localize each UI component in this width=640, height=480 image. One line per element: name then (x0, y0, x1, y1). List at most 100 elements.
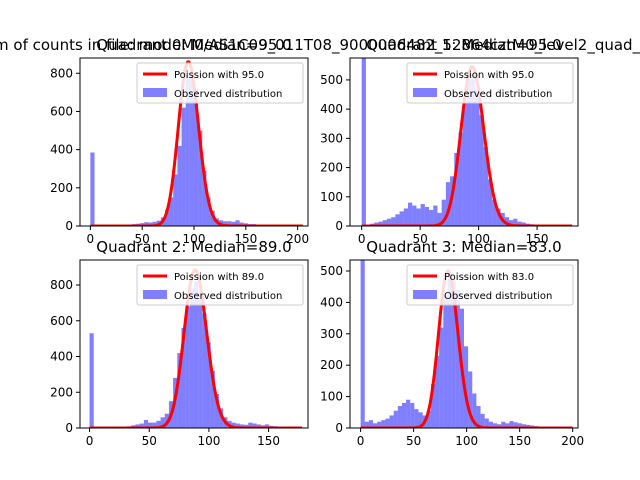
quadrant-2-hist-bar-34 (231, 422, 236, 428)
quadrant-2-hist-bar-16 (156, 420, 161, 428)
quadrant-1-hist-bar-22 (454, 152, 459, 226)
quadrant-0-hist-bar-26 (198, 130, 203, 226)
quadrant-1-hist-bar-29 (483, 147, 488, 226)
quadrant-1-hist-bar-36 (513, 218, 518, 226)
quadrant-3-ytick-label-4: 400 (320, 295, 343, 309)
quadrant-2-title: Quadrant 2: Median=89.0 (96, 238, 291, 256)
quadrant-1-ytick-label-0: 0 (335, 219, 343, 233)
quadrant-0-ytick-label-3: 600 (50, 104, 73, 118)
quadrant-3-hist-bar-35 (505, 423, 510, 428)
quadrant-0-hist-bar-33 (227, 221, 232, 226)
quadrant-1-hist-bar-10 (403, 208, 408, 226)
quadrant-1-hist-bar-15 (424, 207, 430, 226)
quadrant-0-hist-bar-19 (169, 197, 174, 226)
quadrant-2-hist-bar-38 (248, 422, 253, 428)
quadrant-3-hist-bar-5 (381, 420, 386, 428)
quadrant-3-hist-bar-14 (418, 412, 423, 428)
quadrant-2-hist-bar-11 (135, 424, 140, 428)
quadrant-2-hist-bar-37 (244, 424, 249, 428)
quadrant-3-xtick-label-3: 150 (508, 434, 531, 448)
quadrant-1-hist-bar-37 (517, 221, 522, 226)
quadrant-1-hist-bar-0 (361, 58, 366, 226)
quadrant-0-hist-bar-36 (239, 222, 244, 226)
quadrant-1-hist-bar-26 (471, 74, 476, 226)
quadrant-1-hist-bar-30 (487, 179, 493, 226)
quadrant-0-legend-fit-label: Poission with 95.0 (174, 70, 264, 81)
quadrant-2-legend-fit-label: Poission with 89.0 (174, 272, 264, 283)
quadrant-1-hist-bar-12 (412, 205, 417, 226)
quadrant-2-ytick-label-2: 400 (50, 350, 73, 364)
quadrant-0-chart: Quadrant 0: Median=95.0 0 50 100 150 200 0 200 4… (50, 36, 309, 246)
quadrant-0-legend-box (136, 62, 304, 104)
quadrant-1-hist-bar-9 (399, 211, 404, 226)
quadrant-0-title: Quadrant 0: Median=95.0 (96, 36, 291, 54)
quadrant-1-ytick-label-5: 500 (320, 73, 343, 87)
quadrant-3-hist-bar-27 (472, 393, 477, 428)
quadrant-3-hist-bar-38 (517, 423, 522, 428)
quadrant-1-hist-bar-13 (416, 208, 421, 226)
quadrant-2-ytick-label-4: 800 (50, 278, 73, 292)
quadrant-0-hist-bar-20 (173, 174, 178, 226)
quadrant-3-hist-bar-33 (497, 424, 502, 428)
quadrant-2-ytick-label-0: 0 (65, 421, 73, 435)
quadrant-1-ytick-label-2: 200 (320, 161, 343, 175)
quadrant-3-hist-bar-8 (393, 410, 398, 428)
quadrant-2-hist-bar-24 (189, 288, 194, 428)
quadrant-2-hist-bar-22 (181, 327, 186, 428)
quadrant-3-hist-bar-12 (410, 402, 415, 428)
quadrant-1-hist-bar-8 (395, 214, 400, 226)
quadrant-3-hist-bar-30 (484, 418, 489, 428)
quadrant-1-legend-hist-label: Observed distribution (444, 89, 552, 100)
figure-title: Histogram of counts in file: modeM0/AS1C… (0, 36, 640, 55)
quadrant-1-xtick-label-1: 50 (413, 232, 428, 246)
quadrant-1-xtick-label-2: 100 (467, 232, 490, 246)
quadrant-2-axes-frame (79, 259, 309, 429)
quadrant-2-xtick-label-0: 0 (86, 434, 94, 448)
quadrant-2-hist-bar-12 (139, 423, 144, 428)
quadrant-2-xtick-label-1: 50 (142, 434, 157, 448)
quadrant-0-plot-area (89, 60, 304, 226)
quadrant-2-ytick-label-1: 200 (50, 385, 73, 399)
quadrant-1-hist-bar-28 (479, 114, 484, 226)
quadrant-3-xtick-label-0: 0 (357, 434, 365, 448)
quadrant-3-legend-fit-label: Poission with 83.0 (444, 272, 534, 283)
quadrant-2-xtick-label-3: 150 (257, 434, 280, 448)
quadrant-1-chart: Quadrant 1: Median=95.0 0 50 100 150 0 100 200 3… (320, 36, 579, 246)
quadrant-3-hist-bar-32 (492, 423, 498, 428)
quadrant-1-hist-bar-24 (462, 103, 467, 226)
quadrant-2-hist-bar-25 (194, 281, 199, 428)
quadrant-3-hist-bar-0 (360, 260, 365, 428)
quadrant-2-hist-bar-29 (210, 370, 215, 428)
quadrant-2-legend-box (136, 264, 304, 306)
quadrant-3-ytick-label-0: 0 (335, 421, 343, 435)
quadrant-0-hist-bar-25 (194, 88, 199, 226)
quadrant-1-legend-fit-label: Poission with 95.0 (444, 70, 534, 81)
quadrant-3-hist-bar-20 (443, 296, 448, 428)
quadrant-0-hist-bar-32 (223, 221, 228, 226)
quadrant-2-hist-bar-31 (219, 408, 224, 428)
quadrant-0-poisson-curve (89, 60, 304, 226)
quadrant-3-hist-bar-7 (389, 415, 394, 428)
quadrant-0-legend-hist-swatch (143, 88, 167, 97)
quadrant-1-xtick-label-3: 150 (526, 232, 549, 246)
quadrant-1-ytick-label-4: 400 (320, 102, 343, 116)
quadrant-3-hist-bar-25 (464, 346, 469, 428)
quadrant-3-hist-bar-26 (468, 371, 473, 428)
quadrant-2-hist-bar-0 (89, 333, 94, 428)
quadrant-3-hist-bar-18 (435, 355, 440, 428)
quadrant-1-hist-bar-16 (429, 209, 434, 226)
quadrant-0-ytick-label-2: 400 (50, 143, 73, 157)
quadrant-1-hist-bar-25 (466, 79, 472, 226)
quadrant-1-hist-bar-34 (504, 217, 510, 226)
quadrant-0-hist-bar-14 (148, 222, 153, 226)
quadrant-1-hist-bar-23 (458, 132, 463, 226)
quadrant-1-hist-bar-14 (420, 204, 425, 226)
quadrant-3-hist-bar-28 (476, 406, 481, 428)
quadrant-1-hist-bar-20 (445, 182, 451, 226)
quadrant-3-hist-bar-6 (385, 418, 390, 428)
quadrant-2-hist-bar-36 (239, 424, 245, 428)
quadrant-3-title: Quadrant 3: Median=83.0 (366, 238, 561, 256)
quadrant-3-hist-bar-4 (377, 421, 382, 428)
quadrant-1-ytick-label-1: 100 (320, 190, 343, 204)
